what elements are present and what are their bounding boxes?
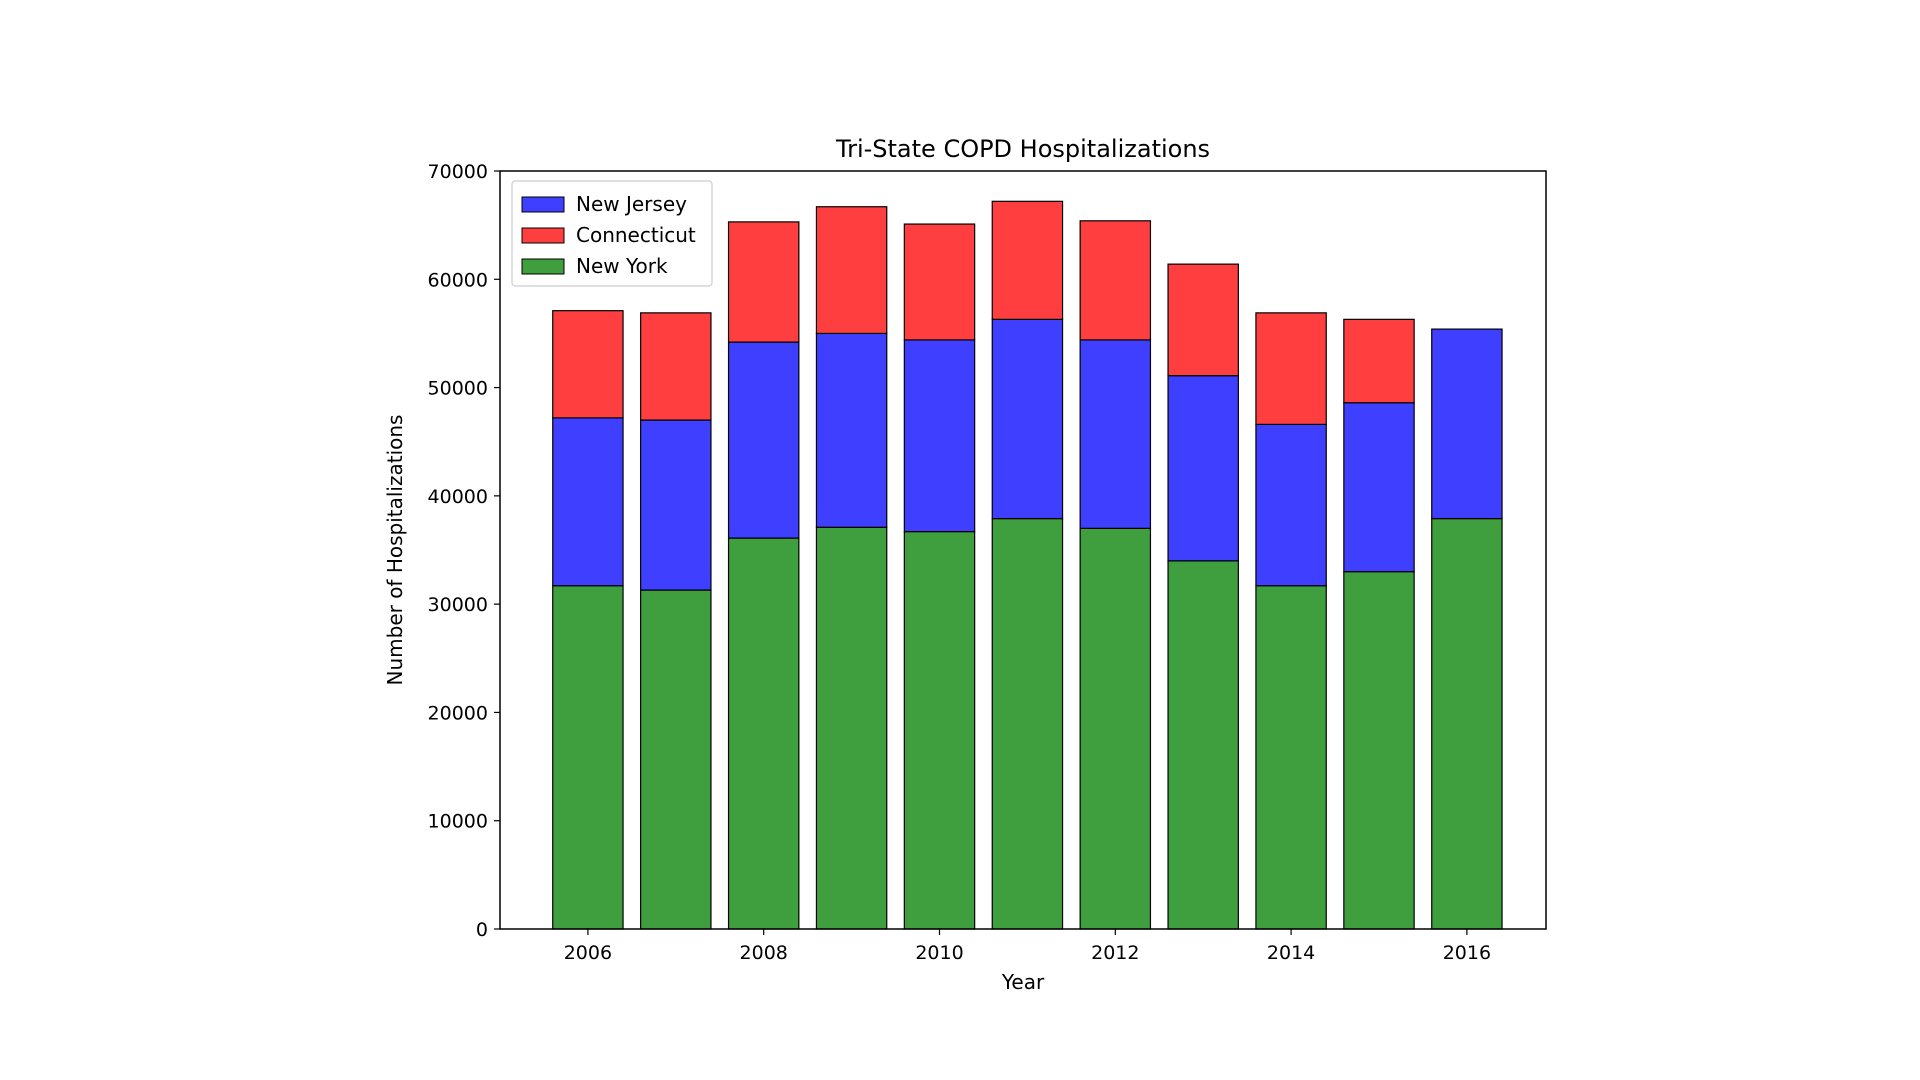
bar-new-york-2014 [1255, 585, 1327, 930]
bar-new-york-2007 [640, 589, 712, 930]
bar-new-jersey-2006 [552, 417, 624, 587]
y-tick-label: 40000 [428, 486, 488, 508]
bar-connecticut-2015 [1343, 318, 1415, 404]
bar-new-york-2011 [991, 517, 1064, 930]
x-axis-ticks: 2006 2008 2010 2012 2014 2016 [564, 929, 1491, 964]
x-tick-label: 2010 [915, 942, 963, 964]
x-tick-label: 2008 [740, 942, 788, 964]
bar-new-york-2013 [1167, 560, 1239, 930]
x-tick-label: 2012 [1091, 942, 1139, 964]
bar-new-jersey-2012 [1079, 339, 1152, 529]
plot-frame [499, 170, 1547, 930]
y-tick-label: 10000 [428, 811, 488, 833]
y-tick-label: 0 [476, 919, 488, 941]
bar-connecticut-2010 [903, 223, 976, 341]
bar-new-jersey-2014 [1255, 423, 1327, 587]
y-tick-label: 60000 [428, 269, 488, 291]
x-tick-label: 2014 [1267, 942, 1315, 964]
legend-swatch-connecticut [521, 227, 565, 244]
bar-new-york-2016 [1431, 517, 1503, 930]
y-tick-label: 20000 [428, 702, 488, 724]
bar-new-jersey-2008 [727, 341, 800, 539]
legend-label-new-york: New York [576, 254, 668, 278]
bar-connecticut-2008 [727, 221, 800, 343]
x-tick-label: 2016 [1443, 942, 1491, 964]
bar-new-york-2009 [815, 526, 888, 930]
legend: New Jersey Connecticut New York [511, 180, 713, 287]
bar-new-jersey-2011 [991, 318, 1064, 520]
legend-swatch-new-jersey [521, 196, 565, 213]
chart-title: Tri-State COPD Hospitalizations [835, 135, 1210, 163]
bar-new-york-2010 [903, 530, 976, 930]
bar-connecticut-2014 [1255, 312, 1327, 425]
bar-new-jersey-2010 [903, 339, 976, 533]
bar-connecticut-2012 [1079, 220, 1152, 341]
y-tick-label: 30000 [428, 594, 488, 616]
bar-new-jersey-2009 [815, 332, 888, 528]
bar-new-jersey-2013 [1167, 375, 1239, 562]
bar-new-york-2008 [727, 537, 800, 930]
y-axis-ticks: 0 10000 20000 30000 40000 50000 60000 70000 [428, 161, 500, 941]
bar-connecticut-2013 [1167, 263, 1239, 377]
y-tick-label: 70000 [428, 161, 488, 183]
bar-new-york-2015 [1343, 571, 1415, 930]
bar-new-jersey-2015 [1343, 402, 1415, 573]
bar-connecticut-2007 [640, 312, 712, 421]
x-axis-label: Year [1001, 970, 1045, 994]
legend-swatch-new-york [521, 258, 565, 275]
bars-layer [552, 200, 1503, 930]
bar-connecticut-2006 [552, 310, 624, 419]
bar-connecticut-2009 [815, 206, 888, 335]
bar-connecticut-2011 [991, 200, 1064, 320]
y-tick-label: 50000 [428, 378, 488, 400]
bar-new-york-2012 [1079, 527, 1152, 930]
x-tick-label: 2006 [564, 942, 612, 964]
bar-new-jersey-2007 [640, 419, 712, 591]
bar-new-jersey-2016 [1431, 328, 1503, 520]
legend-label-new-jersey: New Jersey [576, 192, 687, 216]
y-axis-label: Number of Hospitalizations [383, 415, 407, 686]
bar-new-york-2006 [552, 585, 624, 930]
legend-label-connecticut: Connecticut [576, 223, 696, 247]
